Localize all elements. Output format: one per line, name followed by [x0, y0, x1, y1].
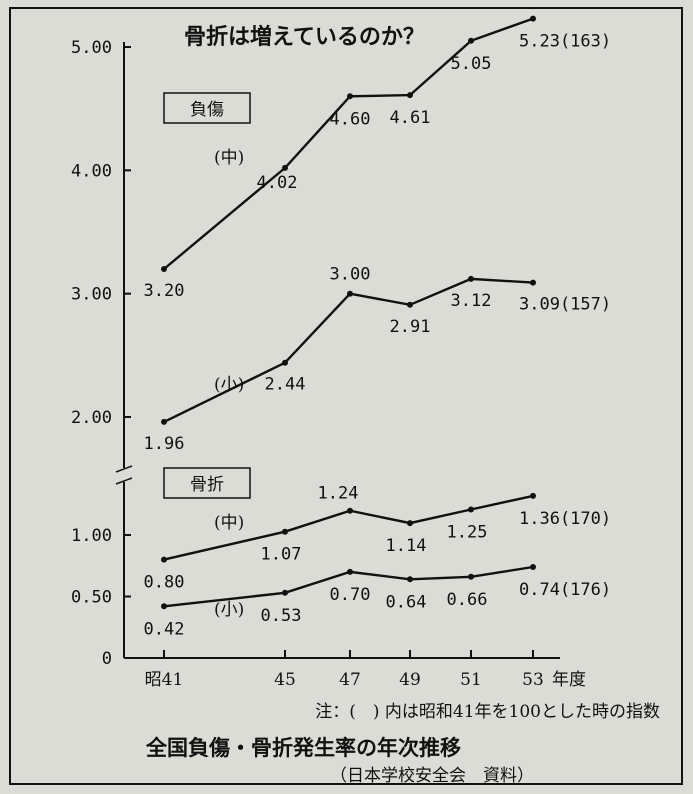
data-point	[530, 15, 536, 22]
data-point	[161, 556, 167, 563]
x-tick-label: 53	[522, 670, 544, 690]
series-name: (小)	[214, 600, 244, 620]
series-line	[163, 17, 534, 270]
series-line	[163, 494, 534, 561]
data-point	[530, 279, 536, 286]
data-label: 1.07	[261, 545, 302, 565]
y-tick-label: 0.50	[71, 588, 112, 608]
data-point	[468, 573, 474, 580]
data-point	[468, 506, 474, 513]
data-point	[282, 164, 288, 171]
data-label: 0.53	[261, 606, 302, 626]
group-label-fracture: 骨折	[190, 475, 224, 495]
data-point	[407, 520, 413, 527]
data-point	[407, 301, 413, 308]
data-label: 0.74(176)	[519, 580, 611, 600]
chart-note: 注：( ) 内は昭和41年を100とした時の指数	[315, 702, 660, 722]
data-point	[407, 92, 413, 99]
x-tick-label: 45	[274, 670, 296, 690]
data-label: 1.14	[386, 536, 427, 556]
x-tick-label: 47	[339, 670, 361, 690]
y-tick-label: 0	[102, 649, 112, 669]
data-point	[347, 290, 353, 297]
data-label: 0.70	[330, 585, 371, 605]
figure-source: （日本学校安全会 資料）	[330, 766, 534, 786]
data-label: 3.20	[144, 281, 185, 301]
y-tick-label: 1.00	[71, 526, 112, 546]
y-tick-label: 2.00	[71, 408, 112, 428]
y-tick-label: 5.00	[71, 38, 112, 58]
data-label: 5.23(163)	[519, 32, 611, 52]
data-point	[282, 528, 288, 535]
data-point	[347, 93, 353, 100]
data-label: 5.05	[451, 54, 492, 74]
x-tick-label: 昭41	[145, 670, 184, 690]
group-label-injury: 負傷	[190, 100, 224, 120]
data-label: 3.12	[451, 291, 492, 311]
x-tick-label: 51	[460, 670, 482, 690]
data-point	[161, 418, 167, 425]
chart-title: 骨折は増えているのか？	[184, 24, 425, 50]
data-point	[282, 359, 288, 366]
data-label: 1.36(170)	[519, 509, 611, 529]
data-point	[530, 492, 536, 499]
data-label: 2.91	[390, 317, 431, 337]
data-point	[282, 589, 288, 596]
data-point	[407, 576, 413, 583]
data-label: 3.00	[330, 265, 371, 285]
figure-frame	[9, 7, 683, 785]
data-label: 4.02	[257, 173, 298, 193]
data-point	[347, 507, 353, 514]
data-point	[468, 275, 474, 282]
data-label: 0.64	[386, 592, 427, 612]
data-label: 3.09(157)	[519, 295, 611, 315]
x-axis-label: 年度	[552, 670, 586, 690]
data-point	[161, 603, 167, 610]
series-name: (中)	[214, 148, 244, 168]
y-tick-label: 4.00	[71, 161, 112, 181]
series-name: (中)	[214, 513, 244, 533]
x-tick-label: 49	[399, 670, 421, 690]
data-label: 4.61	[390, 108, 431, 128]
data-label: 0.80	[144, 573, 185, 593]
series-line	[163, 565, 534, 608]
data-point	[161, 266, 167, 272]
data-label: 1.24	[318, 484, 359, 504]
y-axis-break-mark	[115, 465, 133, 485]
figure-caption: 全国負傷・骨折発生率の年次推移	[145, 736, 461, 760]
y-tick-label: 3.00	[71, 285, 112, 305]
data-label: 0.66	[447, 590, 488, 610]
series-line	[163, 277, 534, 423]
group-box-injury	[163, 92, 251, 124]
data-label: 1.96	[144, 434, 185, 454]
data-point	[468, 37, 474, 44]
series-name: (小)	[214, 375, 244, 395]
data-label: 0.42	[144, 619, 185, 639]
data-label: 2.44	[265, 375, 306, 395]
data-point	[347, 568, 353, 575]
data-point	[530, 564, 536, 570]
data-label: 4.60	[330, 109, 371, 129]
data-label: 1.25	[447, 523, 488, 543]
group-box-fracture	[163, 467, 251, 499]
